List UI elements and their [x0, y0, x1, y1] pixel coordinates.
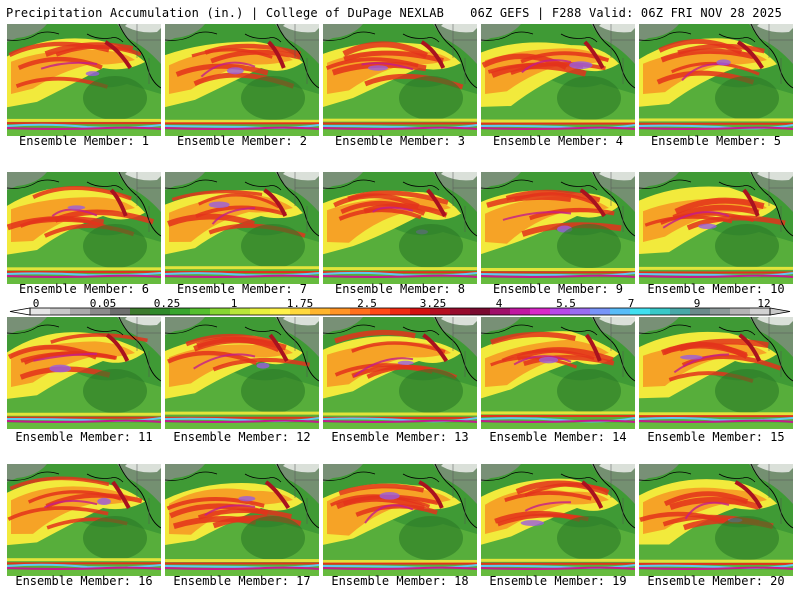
ensemble-member-label: Ensemble Member: 2 [176, 134, 308, 148]
colorbar-segment [750, 308, 771, 315]
colorbar-segment [470, 308, 491, 315]
colorbar-segment [630, 308, 651, 315]
ensemble-member-map [165, 317, 319, 429]
colorbar-tick-label: 1.75 [286, 297, 314, 310]
ensemble-member-label: Ensemble Member: 7 [176, 282, 308, 296]
ensemble-member-label: Ensemble Member: 10 [647, 282, 785, 296]
ensemble-member-label: Ensemble Member: 12 [173, 430, 311, 444]
colorbar-segment [590, 308, 611, 315]
colorbar-segment [290, 308, 311, 315]
ensemble-member-map [323, 172, 477, 284]
colorbar-segment [710, 308, 731, 315]
ensemble-member-label: Ensemble Member: 17 [173, 574, 311, 588]
colorbar-segment [330, 308, 351, 315]
colorbar-tick-label: 5.5 [556, 297, 576, 310]
ensemble-member-label: Ensemble Member: 13 [331, 430, 469, 444]
colorbar-segment [650, 308, 671, 315]
colorbar-tick-label: 0.25 [153, 297, 181, 310]
colorbar-segment [430, 308, 451, 315]
ensemble-member-map [639, 317, 793, 429]
ensemble-member-map [639, 464, 793, 576]
colorbar-segment [30, 308, 51, 315]
ensemble-member-label: Ensemble Member: 9 [492, 282, 624, 296]
colorbar-segment [490, 308, 511, 315]
ensemble-member-label: Ensemble Member: 18 [331, 574, 469, 588]
ensemble-member-map [165, 464, 319, 576]
colorbar-tick-label: 1 [230, 297, 238, 310]
ensemble-member-map [481, 464, 635, 576]
colorbar-segment [310, 308, 331, 315]
colorbar-left-arrow [9, 307, 31, 316]
ensemble-member-map [7, 464, 161, 576]
colorbar-right-arrow [769, 307, 791, 316]
colorbar-segment [390, 308, 411, 315]
colorbar-segment [270, 308, 291, 315]
colorbar-tick-label: 3.25 [419, 297, 447, 310]
ensemble-member-map [639, 172, 793, 284]
colorbar-tick-label: 0 [32, 297, 40, 310]
model-run-valid-time: 06Z GEFS | F288 Valid: 06Z FRI NOV 28 20… [470, 6, 782, 20]
colorbar-segment [690, 308, 711, 315]
map-title: Precipitation Accumulation (in.) | Colle… [6, 6, 445, 20]
ensemble-member-map [481, 24, 635, 136]
colorbar-tick-label: 12 [757, 297, 771, 310]
colorbar-segment [730, 308, 751, 315]
colorbar-segment [70, 308, 91, 315]
colorbar-segment [50, 308, 71, 315]
colorbar-tick-label: 9 [693, 297, 701, 310]
ensemble-member-map [165, 24, 319, 136]
colorbar-segment [250, 308, 271, 315]
colorbar-segment [570, 308, 591, 315]
ensemble-member-label: Ensemble Member: 5 [650, 134, 782, 148]
colorbar-segment [170, 308, 191, 315]
ensemble-member-map [639, 24, 793, 136]
colorbar-tick-label: 2.5 [357, 297, 377, 310]
ensemble-member-map [7, 172, 161, 284]
colorbar-segment [610, 308, 631, 315]
colorbar-segment [110, 308, 131, 315]
colorbar-segment [370, 308, 391, 315]
colorbar-segment [450, 308, 471, 315]
ensemble-member-map [323, 464, 477, 576]
colorbar-segment [670, 308, 691, 315]
colorbar-segment [410, 308, 431, 315]
ensemble-member-label: Ensemble Member: 1 [18, 134, 150, 148]
ensemble-member-map [7, 317, 161, 429]
colorbar-segment [550, 308, 571, 315]
colorbar-segment [150, 308, 171, 315]
ensemble-member-label: Ensemble Member: 19 [489, 574, 627, 588]
ensemble-member-label: Ensemble Member: 6 [18, 282, 150, 296]
ensemble-member-map [323, 24, 477, 136]
ensemble-member-label: Ensemble Member: 3 [334, 134, 466, 148]
precipitation-colorbar [9, 307, 791, 316]
ensemble-member-label: Ensemble Member: 8 [334, 282, 466, 296]
colorbar-tick-label: 4 [495, 297, 503, 310]
colorbar-segment [510, 308, 531, 315]
ensemble-member-label: Ensemble Member: 14 [489, 430, 627, 444]
colorbar-segment [90, 308, 111, 315]
colorbar-segment [530, 308, 551, 315]
colorbar-segment [210, 308, 231, 315]
ensemble-member-label: Ensemble Member: 20 [647, 574, 785, 588]
ensemble-member-map [7, 24, 161, 136]
ensemble-member-map [481, 317, 635, 429]
colorbar-tick-label: 0.05 [89, 297, 117, 310]
ensemble-member-label: Ensemble Member: 16 [15, 574, 153, 588]
map-header: Precipitation Accumulation (in.) | Colle… [0, 0, 800, 22]
ensemble-member-label: Ensemble Member: 11 [15, 430, 153, 444]
ensemble-member-map [323, 317, 477, 429]
ensemble-member-label: Ensemble Member: 4 [492, 134, 624, 148]
colorbar-segment [130, 308, 151, 315]
colorbar-tick-label: 7 [627, 297, 635, 310]
colorbar-segment [350, 308, 371, 315]
colorbar-segment [190, 308, 211, 315]
ensemble-member-map [481, 172, 635, 284]
colorbar-segment [230, 308, 251, 315]
ensemble-member-label: Ensemble Member: 15 [647, 430, 785, 444]
ensemble-member-map [165, 172, 319, 284]
